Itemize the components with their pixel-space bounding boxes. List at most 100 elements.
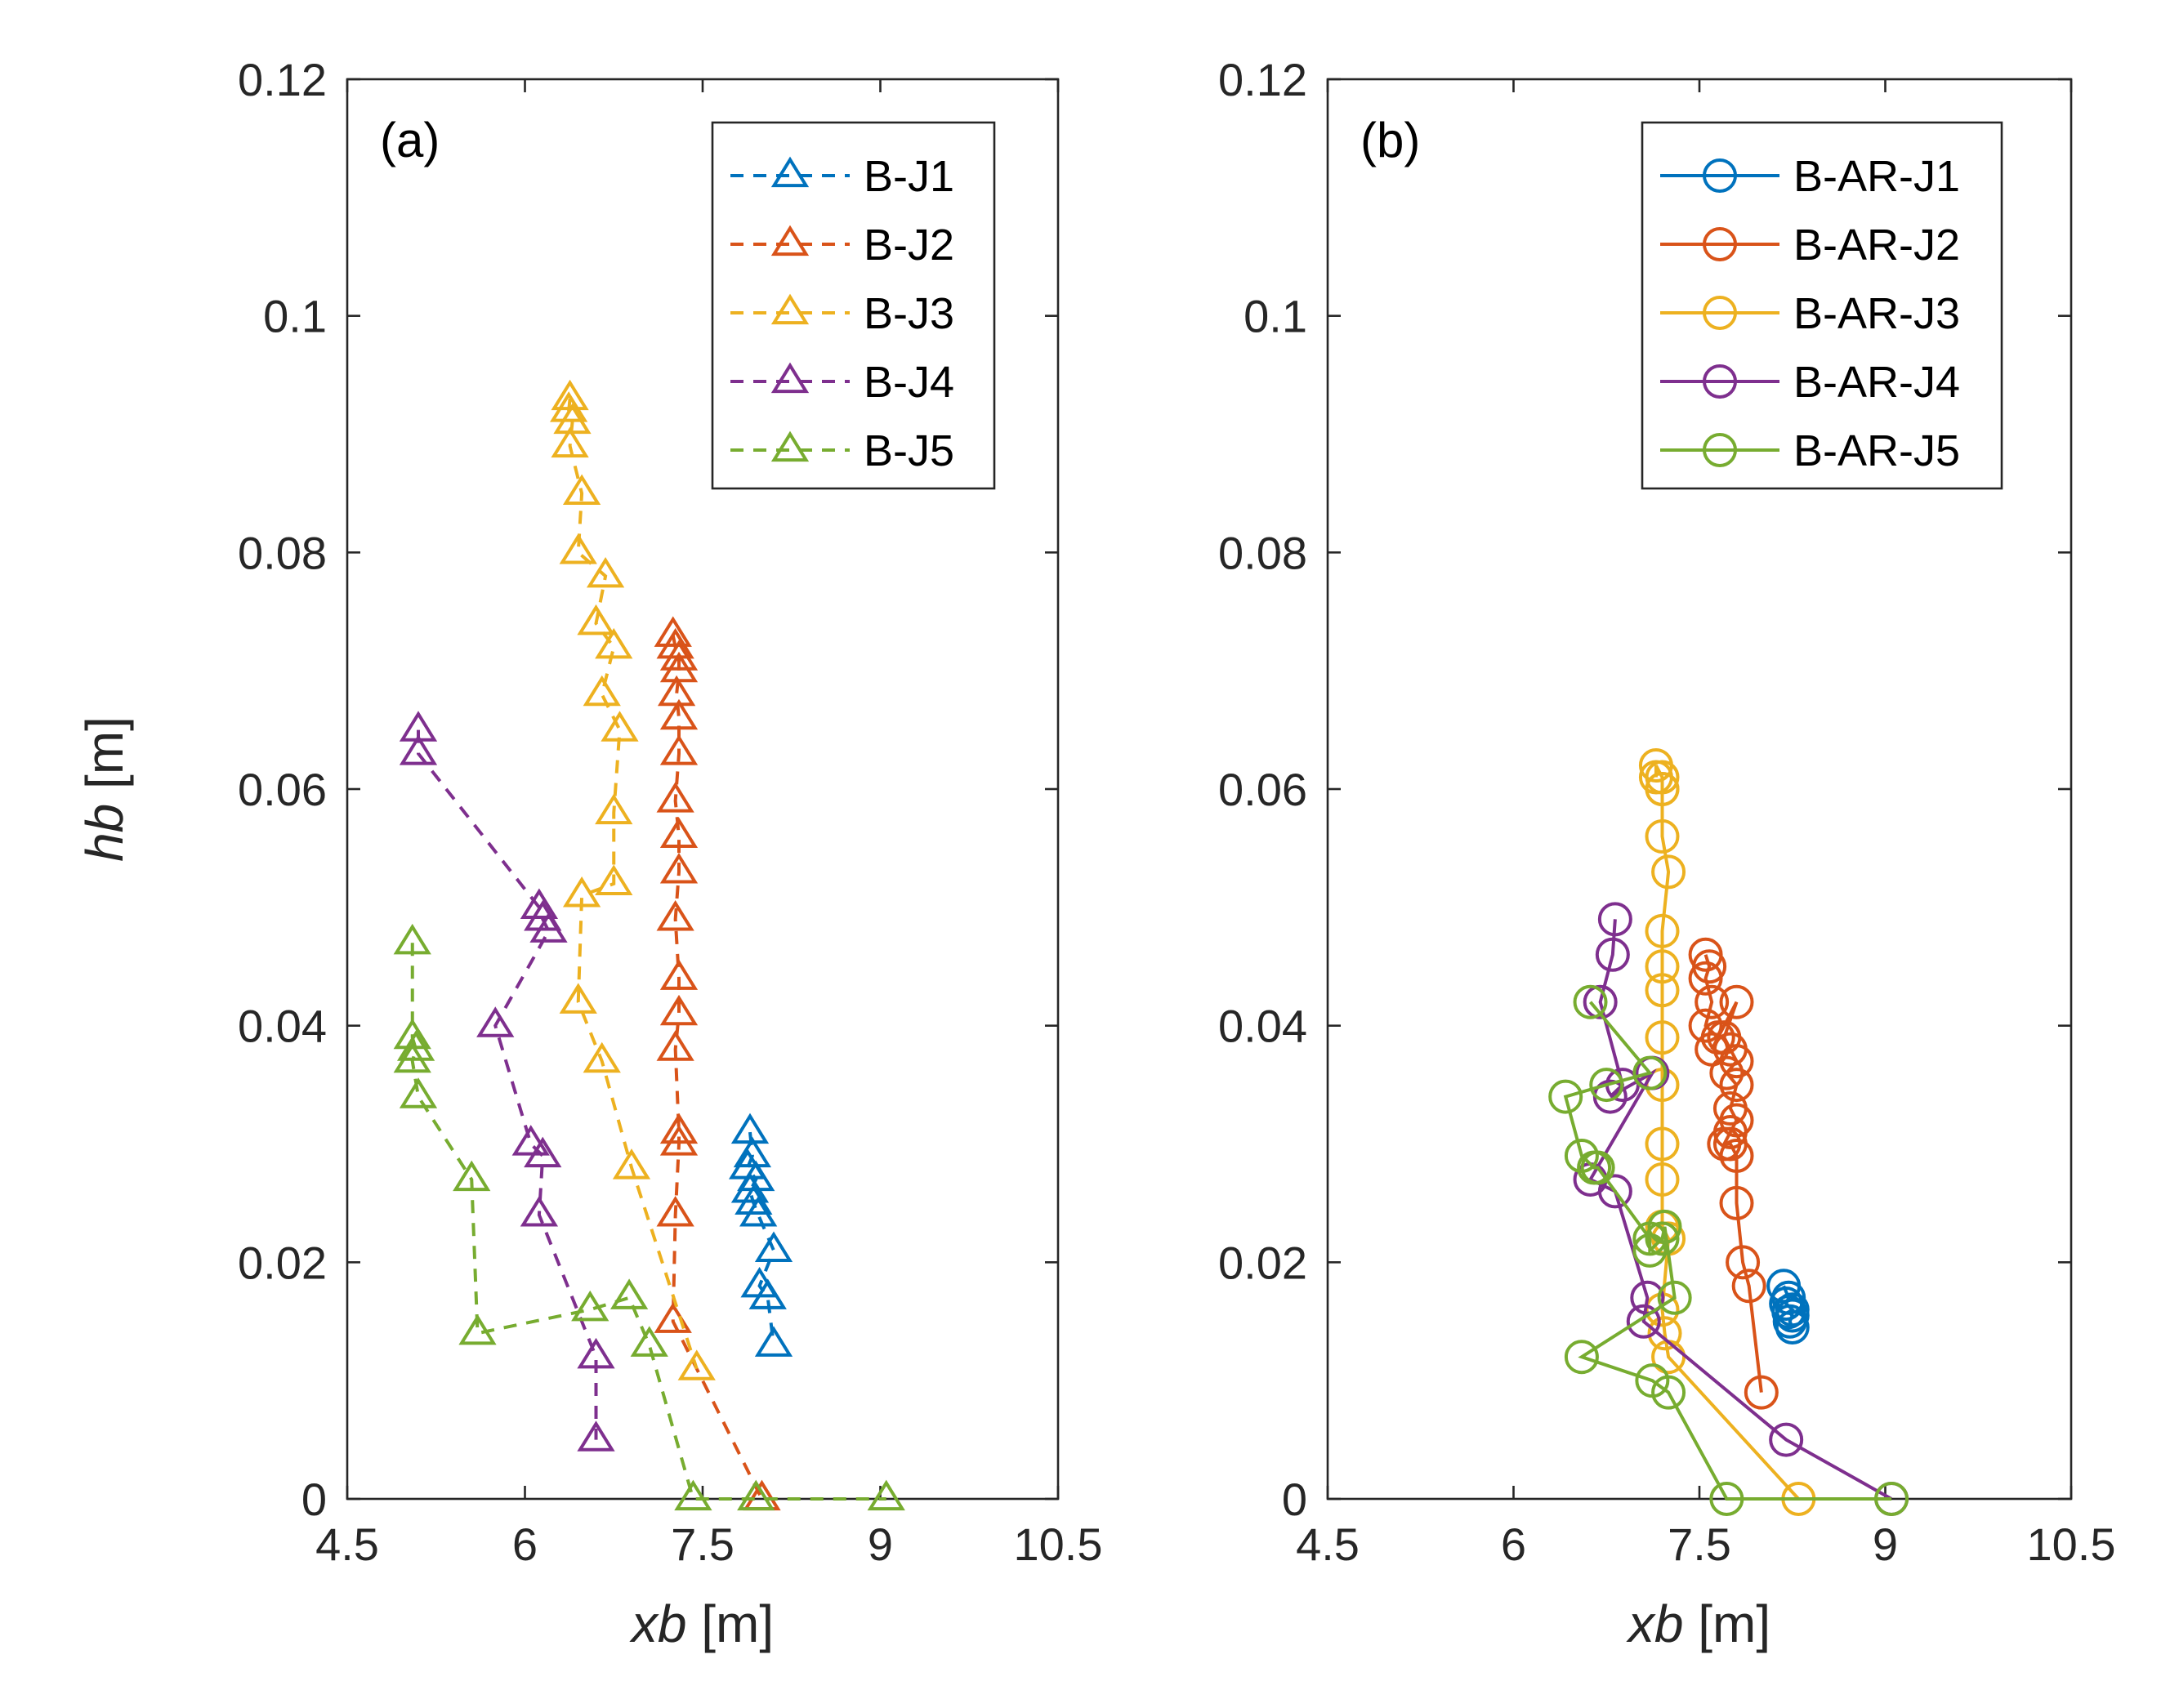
data-point	[559, 533, 597, 564]
data-point	[739, 1196, 778, 1227]
y-tick-label: 0.06	[238, 764, 327, 815]
data-point	[630, 1326, 668, 1357]
x-tick-label: 6	[1501, 1518, 1526, 1570]
data-point	[1688, 1008, 1723, 1043]
data-point	[1651, 854, 1686, 890]
data-point	[529, 912, 568, 943]
legend-label: B-AR-J3	[1793, 289, 1960, 338]
legend: B-AR-J1 B-AR-J2 B-AR-J3 B-AR-J4 B-AR-J5	[1641, 121, 2003, 490]
series-B-AR-J4	[1573, 902, 1909, 1516]
x-axis-label-var: xb	[1626, 1594, 1684, 1653]
data-point	[1695, 984, 1730, 1019]
data-point	[677, 1349, 716, 1380]
data-point	[1688, 961, 1723, 996]
data-point	[562, 876, 601, 908]
y-axis-label-unit: [m]	[75, 716, 134, 804]
legend-label: B-J4	[864, 358, 954, 407]
data-point	[659, 817, 699, 849]
legend-marker	[770, 156, 810, 188]
data-point	[1645, 913, 1680, 948]
y-tick-label: 0	[1282, 1474, 1307, 1525]
data-point	[583, 675, 621, 707]
y-tick-label: 0	[301, 1474, 327, 1525]
data-point	[743, 1479, 781, 1511]
legend-marker	[1703, 227, 1737, 261]
data-point	[1775, 1309, 1810, 1345]
series-B-AR-J2	[1688, 937, 1779, 1410]
panel-label: (a)	[380, 113, 440, 167]
data-point	[458, 1313, 497, 1345]
data-point	[754, 1231, 793, 1262]
data-point	[609, 1278, 649, 1309]
series-B-AR-J5	[1548, 984, 1909, 1516]
data-point	[399, 734, 438, 765]
series-line	[671, 635, 764, 1500]
legend-frame	[1641, 121, 2003, 490]
data-point	[551, 426, 589, 458]
data-point	[583, 1041, 621, 1073]
legend-entry: B-AR-J5	[1660, 426, 1960, 475]
data-point	[1719, 1044, 1754, 1079]
x-tick-label: 10.5	[1014, 1518, 1103, 1570]
series-B-J2	[654, 616, 781, 1511]
data-point	[1597, 1174, 1632, 1209]
y-tick-label: 0.04	[238, 1001, 327, 1052]
x-axis-label-unit: [m]	[686, 1594, 774, 1653]
data-point	[654, 616, 692, 647]
data-point	[656, 782, 694, 813]
x-tick-label: 7.5	[1668, 1518, 1731, 1570]
data-point	[577, 1337, 615, 1369]
y-tick-label: 0.06	[1218, 764, 1307, 815]
x-axis-label-unit: [m]	[1683, 1594, 1770, 1653]
x-tick-label: 10.5	[2027, 1518, 2116, 1570]
data-point	[1597, 902, 1632, 937]
data-point	[520, 888, 559, 919]
data-point	[656, 899, 694, 931]
data-point	[1719, 1138, 1754, 1173]
legend-marker	[770, 225, 810, 256]
legend-label: B-J3	[864, 289, 954, 338]
series-line	[1703, 954, 1763, 1393]
data-point	[656, 1196, 694, 1227]
legend: B-J1 B-J2 B-J3 B-J4 B-J5	[711, 121, 996, 490]
series-line	[417, 729, 598, 1440]
y-tick-label: 0.02	[1218, 1237, 1307, 1288]
data-point	[659, 1125, 699, 1156]
data-point	[659, 853, 699, 884]
data-point	[1573, 984, 1608, 1019]
panel-label: (b)	[1360, 113, 1420, 167]
data-point	[1645, 949, 1680, 984]
data-point	[674, 1479, 712, 1511]
data-point	[1731, 1269, 1766, 1304]
data-point	[571, 1290, 609, 1322]
data-point	[476, 1006, 515, 1037]
data-point	[453, 1160, 491, 1192]
x-tick-label: 7.5	[671, 1518, 735, 1570]
data-point	[1647, 1209, 1682, 1244]
series-B-J5	[393, 923, 905, 1511]
y-tick-label: 0.12	[238, 54, 327, 105]
data-point	[656, 627, 694, 659]
data-point	[511, 1125, 550, 1156]
series-B-J4	[399, 711, 615, 1452]
legend-marker	[770, 293, 810, 325]
data-point	[1645, 772, 1680, 806]
data-point	[748, 1278, 787, 1309]
data-point	[735, 1184, 773, 1215]
data-point	[1769, 1422, 1804, 1457]
legend-label: B-J2	[864, 221, 954, 270]
x-axis-label: xb [m]	[1626, 1594, 1770, 1653]
legend-label: B-AR-J5	[1793, 426, 1960, 475]
legend-label: B-AR-J2	[1793, 221, 1960, 270]
data-point	[520, 1196, 559, 1227]
data-point	[595, 793, 633, 825]
data-point	[1726, 1245, 1761, 1280]
data-point	[1719, 984, 1754, 1019]
data-point	[524, 1136, 562, 1168]
data-point	[1645, 818, 1680, 854]
legend-entry: B-AR-J1	[1660, 152, 1960, 201]
data-point	[577, 604, 615, 635]
data-point	[659, 1113, 699, 1144]
data-point	[737, 1479, 775, 1511]
